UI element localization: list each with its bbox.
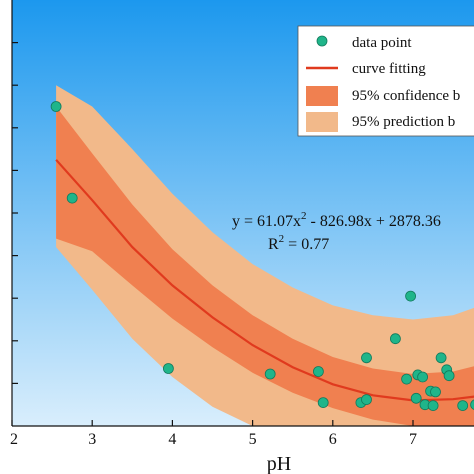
axes: 2 3 4 5 6 7 bbox=[10, 0, 474, 448]
data-point-1 bbox=[66, 192, 78, 204]
legend-label-confidence: 95% confidence b bbox=[352, 88, 460, 104]
data-point-3 bbox=[264, 368, 276, 380]
data-point-17 bbox=[427, 400, 439, 412]
data-points bbox=[50, 101, 474, 412]
equation-annotation: y = 61.07x2 - 826.98x + 2878.36 R2 = 0.7… bbox=[232, 210, 441, 253]
data-point-23 bbox=[470, 399, 474, 410]
x-ticks: 2 3 4 5 6 7 bbox=[10, 420, 417, 448]
data-point-19 bbox=[435, 352, 447, 364]
prediction-band bbox=[56, 85, 474, 426]
data-point-0 bbox=[50, 101, 62, 112]
x-tick-label-5: 5 bbox=[249, 431, 257, 448]
legend-label-data-point: data point bbox=[352, 35, 412, 51]
legend-prediction-swatch bbox=[306, 112, 338, 132]
data-point-21 bbox=[443, 370, 455, 382]
x-tick-label-3: 3 bbox=[88, 431, 96, 448]
y-ticks bbox=[12, 41, 18, 384]
data-point-14 bbox=[417, 371, 429, 383]
data-point-4 bbox=[312, 366, 324, 377]
legend-confidence-swatch bbox=[306, 86, 338, 106]
x-tick-label-7: 7 bbox=[409, 431, 417, 448]
data-point-12 bbox=[410, 392, 422, 404]
x-axis-label: pH bbox=[267, 453, 291, 474]
equation-line-2: R2 = 0.77 bbox=[268, 233, 329, 253]
data-point-8 bbox=[361, 352, 372, 364]
plot-area bbox=[50, 85, 474, 426]
legend-label-prediction: 95% prediction b bbox=[352, 114, 455, 130]
legend-point-marker bbox=[316, 35, 328, 47]
legend-label-curve-fitting: curve fitting bbox=[352, 61, 426, 77]
equation-line-1: y = 61.07x2 - 826.98x + 2878.36 bbox=[232, 210, 441, 230]
data-point-11 bbox=[405, 290, 417, 302]
data-point-2 bbox=[162, 363, 174, 374]
data-point-10 bbox=[401, 373, 413, 385]
data-point-7 bbox=[361, 394, 372, 406]
data-point-22 bbox=[457, 400, 469, 412]
data-point-9 bbox=[389, 333, 401, 345]
data-point-18 bbox=[430, 386, 441, 398]
x-tick-label-6: 6 bbox=[329, 431, 337, 448]
data-point-5 bbox=[317, 397, 329, 409]
x-tick-label-2: 2 bbox=[10, 431, 18, 448]
x-tick-label-4: 4 bbox=[168, 431, 176, 448]
legend: data point curve fitting 95% confidence … bbox=[297, 25, 474, 137]
